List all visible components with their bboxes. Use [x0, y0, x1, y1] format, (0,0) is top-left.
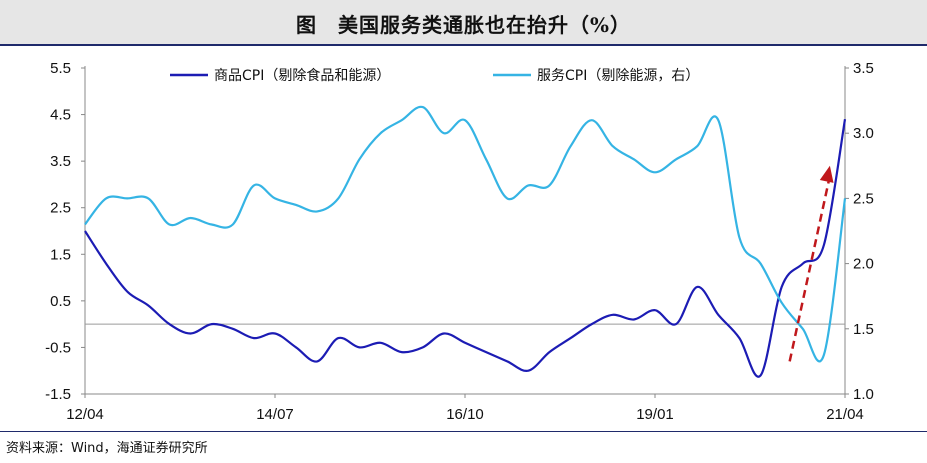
title-divider — [0, 44, 927, 46]
left-tick-label: 4.5 — [50, 107, 71, 124]
axes: 5.5 4.5 3.5 2.5 1.5 0.5 -0.5 -1.5 3.5 3.0 2.5 2.0 1.… — [45, 60, 874, 423]
legend: 商品CPI（剔除食品和能源） 服务CPI（剔除能源，右） — [170, 67, 699, 84]
right-tick-label: 3.0 — [853, 125, 874, 142]
x-tick-label: 19/01 — [636, 406, 674, 423]
footer-divider — [0, 431, 927, 432]
right-tick-label: 2.5 — [853, 190, 874, 207]
legend-label-goods: 商品CPI（剔除食品和能源） — [214, 67, 390, 84]
left-tick-label: 5.5 — [50, 60, 71, 77]
left-tick-label: 0.5 — [50, 293, 71, 310]
x-tick-label: 12/04 — [66, 406, 104, 423]
series-line-services — [84, 105, 847, 363]
left-tick-label: -0.5 — [45, 339, 71, 356]
trend-arrow-head — [819, 165, 834, 183]
left-tick-label: 3.5 — [50, 153, 71, 170]
title-band — [0, 0, 927, 44]
right-tick-label: 3.5 — [853, 60, 874, 77]
annotations — [788, 165, 834, 362]
left-tick-label: 1.5 — [50, 246, 71, 263]
x-tick-label: 16/10 — [446, 406, 484, 423]
chart-title: 图 美国服务类通胀也在抬升（%） — [295, 13, 631, 37]
x-tick-label: 21/04 — [826, 406, 864, 423]
left-tick-label: -1.5 — [45, 386, 71, 403]
right-tick-label: 1.5 — [853, 321, 874, 338]
series-lines — [84, 105, 847, 378]
x-tick-label: 14/07 — [256, 406, 294, 423]
series-line-goods — [84, 119, 847, 378]
source-note: 资料来源：Wind，海通证券研究所 — [6, 441, 208, 456]
right-tick-label: 2.0 — [853, 256, 874, 273]
right-tick-label: 1.0 — [853, 386, 874, 403]
trend-arrow-shaft — [788, 175, 832, 362]
left-tick-label: 2.5 — [50, 200, 71, 217]
legend-label-services: 服务CPI（剔除能源，右） — [537, 68, 699, 84]
